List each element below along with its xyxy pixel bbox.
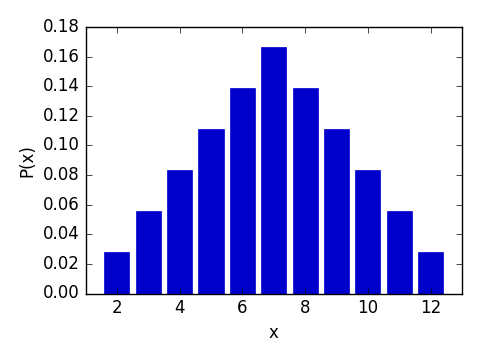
Bar: [355, 170, 381, 293]
Bar: [387, 211, 412, 293]
Bar: [198, 129, 224, 293]
Bar: [261, 47, 286, 293]
Bar: [418, 252, 443, 293]
Y-axis label: P(x): P(x): [18, 144, 36, 177]
Bar: [136, 211, 161, 293]
Bar: [230, 88, 255, 293]
Bar: [167, 170, 192, 293]
Bar: [324, 129, 349, 293]
Bar: [104, 252, 130, 293]
X-axis label: x: x: [269, 324, 279, 342]
Bar: [293, 88, 318, 293]
